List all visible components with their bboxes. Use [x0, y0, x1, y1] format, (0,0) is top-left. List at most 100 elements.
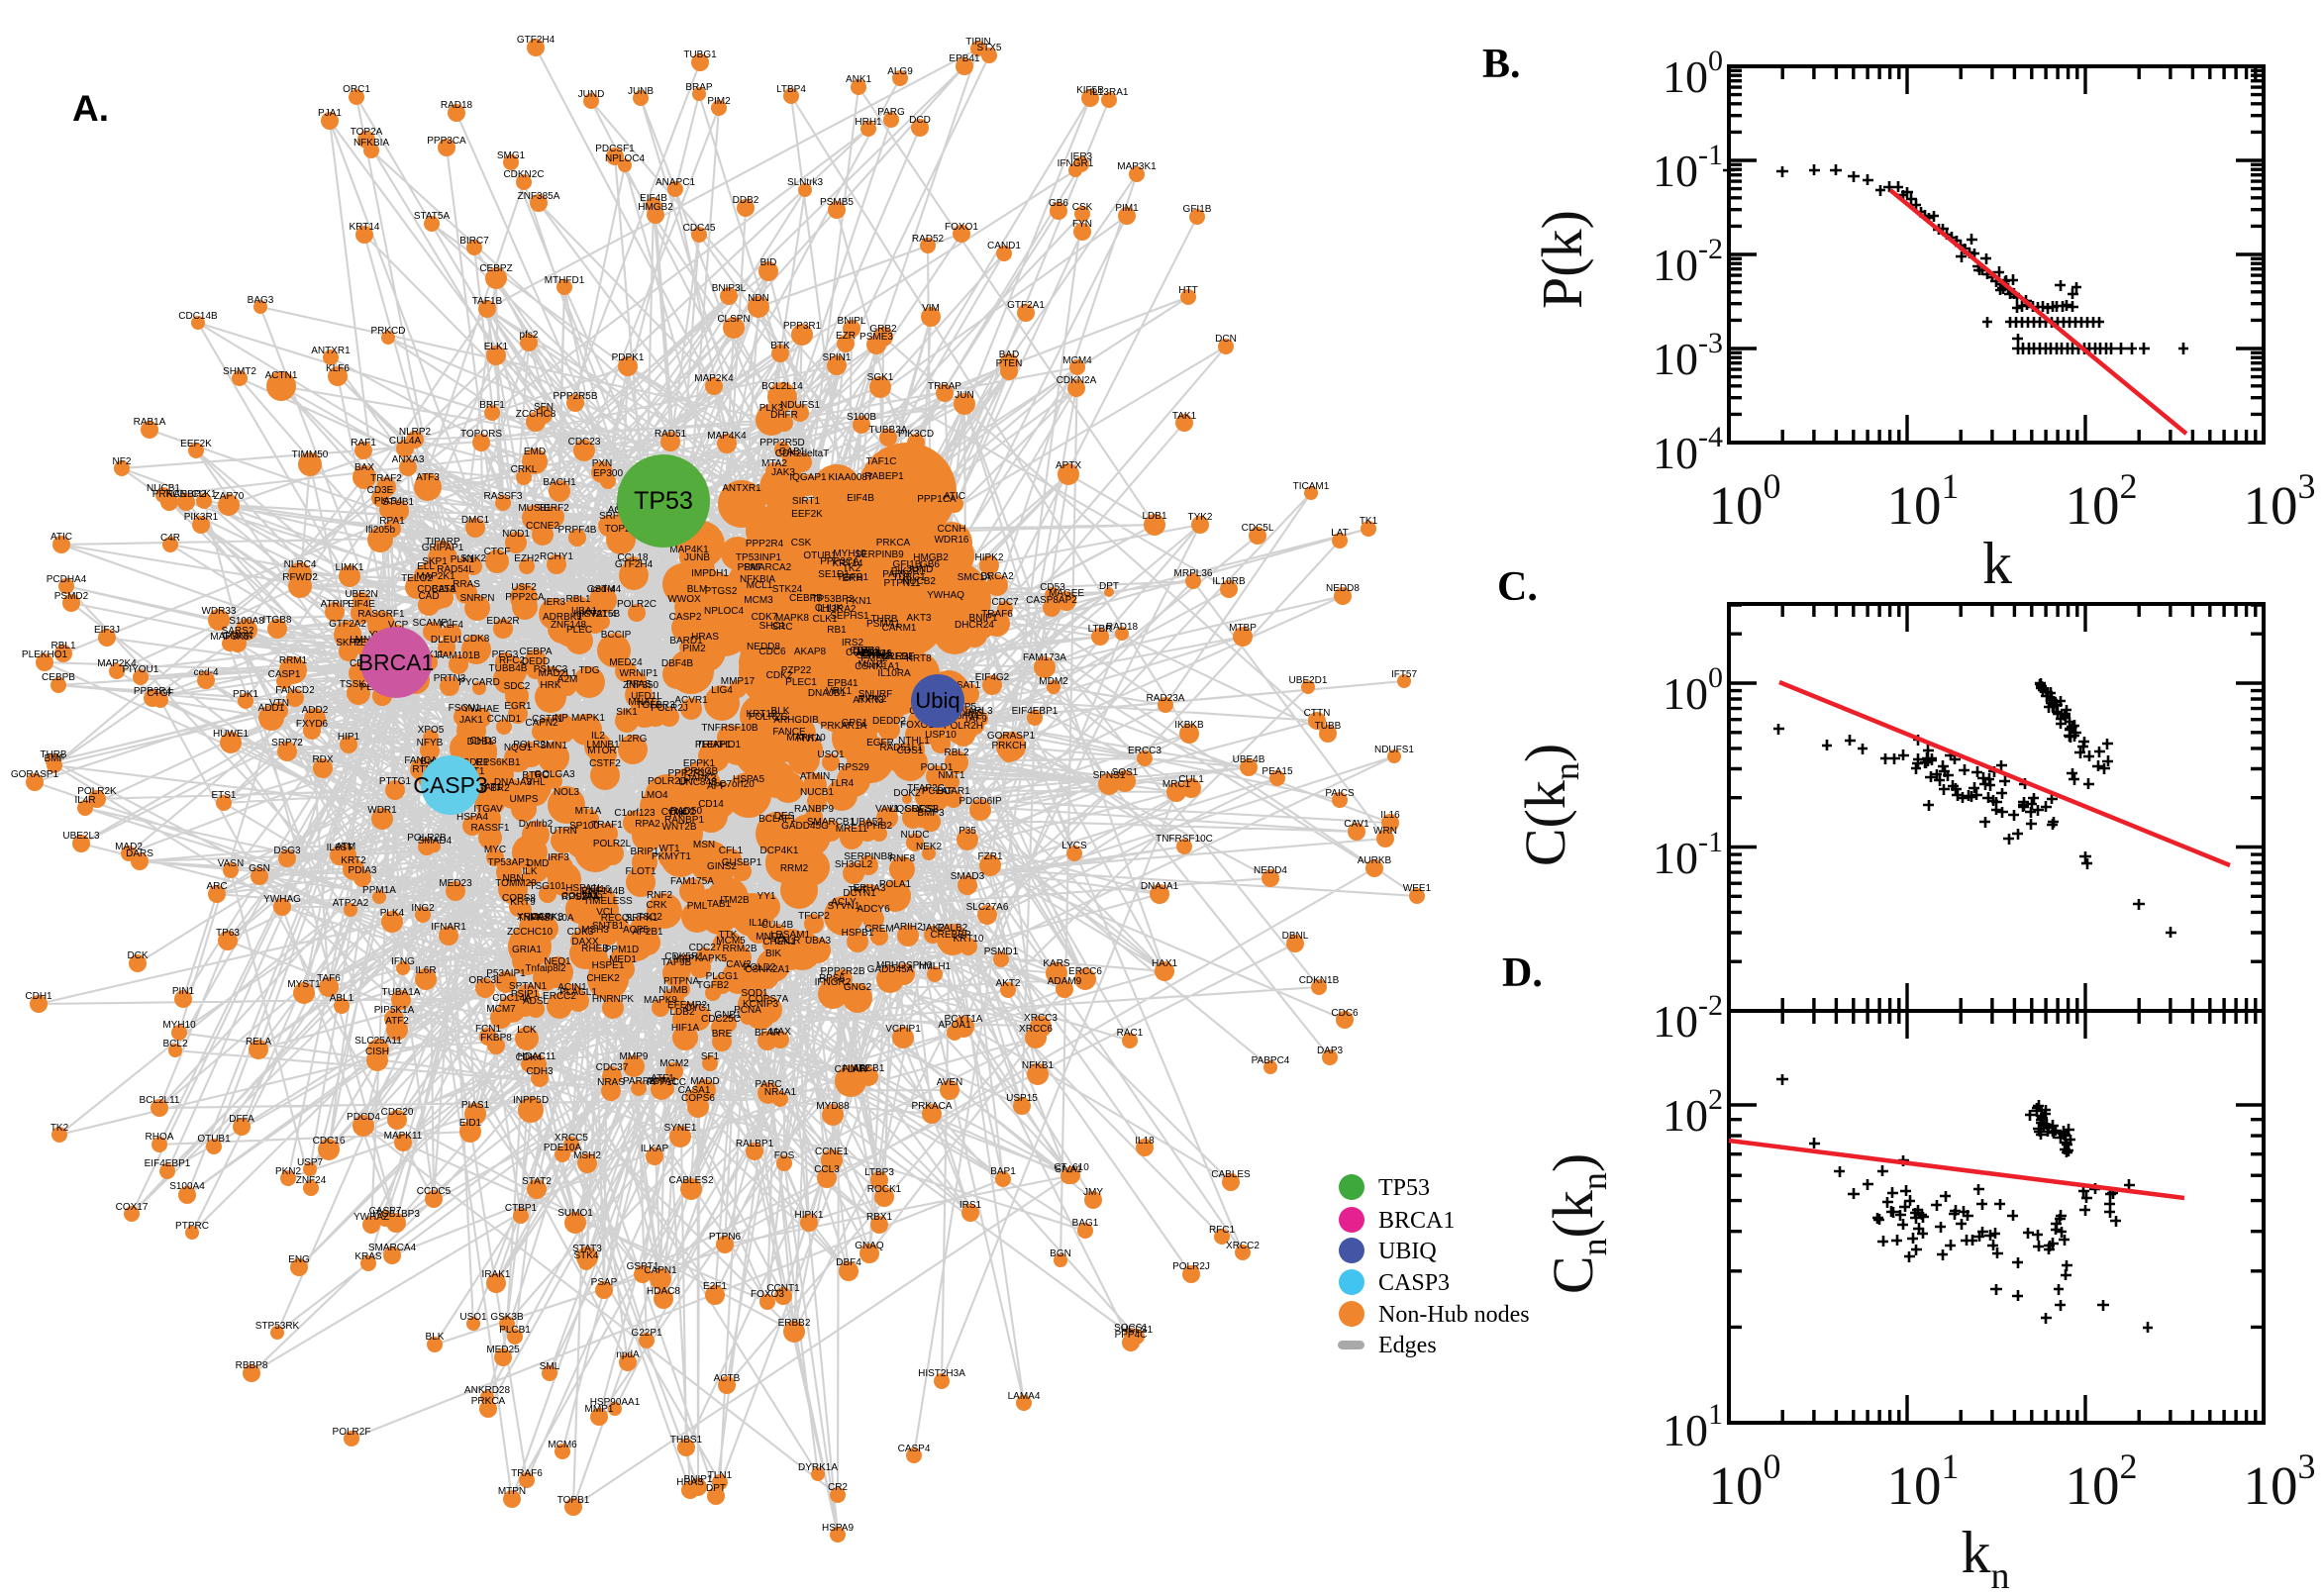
svg-text:FKBP8: FKBP8	[480, 1033, 512, 1044]
svg-text:MTOR: MTOR	[587, 746, 616, 756]
svg-text:NMT1: NMT1	[938, 770, 965, 781]
svg-text:ELL: ELL	[417, 561, 435, 572]
svg-text:NUCB1: NUCB1	[800, 787, 834, 798]
svg-text:YWHAZ: YWHAZ	[354, 1212, 389, 1223]
svg-text:ITM2B: ITM2B	[720, 895, 750, 906]
svg-text:CD14: CD14	[698, 799, 724, 810]
svg-text:BMP3: BMP3	[917, 808, 945, 819]
svg-text:TAF1C: TAF1C	[866, 456, 897, 467]
svg-text:MCM3: MCM3	[744, 595, 773, 606]
svg-text:NMT2: NMT2	[843, 1063, 870, 1074]
svg-text:BID: BID	[760, 257, 777, 268]
svg-text:ORC2: ORC2	[853, 646, 880, 656]
svg-text:BFAR: BFAR	[755, 1028, 780, 1039]
svg-text:RDX: RDX	[312, 754, 333, 765]
svg-text:ERH: ERH	[842, 573, 862, 584]
svg-text:ACIN1: ACIN1	[557, 982, 587, 993]
svg-text:UFD1L: UFD1L	[631, 691, 662, 702]
svg-text:PLEC: PLEC	[566, 625, 592, 636]
svg-text:MCM5: MCM5	[716, 936, 746, 947]
svg-text:SMARCA4: SMARCA4	[368, 1243, 417, 1253]
svg-text:CSDE1: CSDE1	[455, 757, 489, 768]
svg-text:PIYOU1: PIYOU1	[123, 664, 159, 675]
svg-text:ZAP70: ZAP70	[214, 491, 245, 502]
svg-text:MAGEE: MAGEE	[1049, 588, 1084, 599]
svg-text:BRCA2: BRCA2	[980, 571, 1014, 582]
svg-text:EFEMP2: EFEMP2	[667, 1000, 707, 1011]
svg-text:ZNF24: ZNF24	[296, 1175, 327, 1186]
svg-text:NEK2: NEK2	[916, 842, 943, 852]
svg-text:TOMM20: TOMM20	[495, 878, 537, 889]
svg-text:TTK: TTK	[719, 930, 738, 941]
svg-text:ILK: ILK	[522, 866, 537, 877]
svg-text:PDCD4: PDCD4	[347, 1112, 380, 1123]
svg-text:POLR2C: POLR2C	[617, 599, 656, 610]
svg-text:D.: D.	[1502, 950, 1543, 996]
svg-text:EIF4EBP1: EIF4EBP1	[1012, 706, 1059, 717]
svg-text:C(kn): C(kn)	[1513, 744, 1586, 866]
svg-text:EP300: EP300	[593, 468, 623, 479]
svg-text:STP53RK: STP53RK	[255, 1321, 300, 1332]
svg-text:MAPKAPK5: MAPKAPK5	[673, 953, 727, 964]
svg-text:MTA2: MTA2	[761, 458, 787, 469]
svg-text:EID1: EID1	[459, 1118, 482, 1129]
svg-text:PDIA3: PDIA3	[349, 865, 377, 876]
svg-text:SNRPN: SNRPN	[459, 593, 494, 604]
svg-text:TUBB2A: TUBB2A	[869, 425, 908, 436]
svg-text:EPB41: EPB41	[827, 678, 858, 689]
svg-text:IL10RA: IL10RA	[877, 668, 911, 679]
svg-text:PLK1: PLK1	[451, 554, 475, 565]
svg-text:CDC20: CDC20	[381, 1107, 414, 1118]
svg-text:MAPK3: MAPK3	[530, 912, 563, 923]
svg-text:BAG3: BAG3	[248, 295, 274, 306]
svg-text:KARS: KARS	[1043, 958, 1070, 969]
svg-text:PPP2R4: PPP2R4	[134, 686, 172, 697]
svg-text:SDC2: SDC2	[504, 681, 531, 692]
svg-text:WEE1: WEE1	[1403, 883, 1432, 894]
svg-text:NFYB: NFYB	[417, 738, 444, 748]
svg-text:MLH1: MLH1	[858, 659, 885, 670]
svg-text:JUND: JUND	[578, 89, 605, 100]
svg-text:ATF1: ATF1	[651, 1073, 674, 1084]
svg-text:IL4R: IL4R	[74, 795, 95, 806]
svg-text:ILKAP: ILKAP	[641, 1144, 669, 1154]
svg-text:EIF4B: EIF4B	[640, 193, 667, 204]
svg-text:ZNF148: ZNF148	[551, 620, 587, 631]
svg-text:MNAT1: MNAT1	[628, 697, 661, 708]
svg-text:TERF2: TERF2	[538, 503, 569, 514]
svg-text:KRT8: KRT8	[906, 653, 932, 664]
svg-text:MSH2: MSH2	[573, 1150, 601, 1161]
svg-text:ZCCHC8: ZCCHC8	[516, 409, 556, 420]
svg-text:PKN2: PKN2	[275, 1166, 302, 1177]
svg-text:HUWE1: HUWE1	[213, 729, 250, 740]
svg-text:CRKL: CRKL	[511, 464, 538, 475]
svg-text:CABLES: CABLES	[1211, 1169, 1251, 1180]
svg-text:IRS1: IRS1	[960, 1200, 982, 1211]
svg-text:PCDHA4: PCDHA4	[47, 574, 87, 585]
svg-text:SAT1: SAT1	[957, 680, 981, 691]
svg-text:IFI16: IFI16	[588, 884, 611, 895]
svg-text:GNAQ: GNAQ	[855, 1241, 884, 1251]
svg-text:RAD50: RAD50	[670, 806, 703, 817]
svg-text:FXYD6: FXYD6	[296, 719, 329, 730]
svg-text:STAT1: STAT1	[472, 782, 502, 793]
svg-text:CCND1: CCND1	[487, 714, 522, 725]
svg-text:CDK3: CDK3	[567, 927, 594, 938]
svg-text:BAG1: BAG1	[1072, 1218, 1099, 1229]
svg-text:NOL3: NOL3	[554, 787, 580, 798]
svg-text:CHUK: CHUK	[815, 603, 844, 614]
svg-text:CDS1: CDS1	[897, 746, 924, 756]
svg-text:GSTM4: GSTM4	[587, 584, 622, 595]
svg-text:MUS81: MUS81	[518, 503, 552, 514]
svg-text:FOS: FOS	[774, 1150, 795, 1161]
svg-text:LYCS: LYCS	[1061, 841, 1087, 851]
svg-text:SNURF: SNURF	[858, 689, 892, 700]
svg-text:LAT: LAT	[1331, 528, 1349, 539]
svg-text:CEBPB: CEBPB	[42, 672, 75, 683]
svg-text:NFKBIA: NFKBIA	[740, 574, 775, 585]
svg-text:PSAP: PSAP	[591, 1277, 618, 1288]
svg-text:CDC27: CDC27	[689, 943, 722, 953]
svg-text:MYC: MYC	[484, 845, 506, 855]
svg-text:NPLOC4: NPLOC4	[605, 153, 645, 164]
svg-text:SLC25A11: SLC25A11	[354, 1036, 402, 1047]
